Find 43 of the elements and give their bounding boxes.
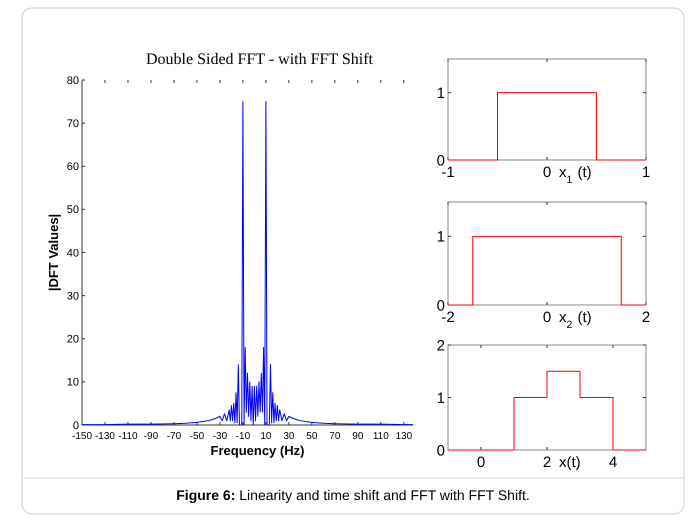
x-tick-label: 130 [395,431,413,442]
y-tick-label: 80 [66,74,79,87]
x-tick-label: 50 [306,431,318,442]
y-tick-label: 70 [66,118,79,130]
y-tick-label: 50 [66,204,79,216]
y-axis-title: |DFT Values| [46,214,61,292]
y-tick-label: 1 [436,390,445,407]
caption: Figure 6: Linearity and time shift and FFT with FFT Shift. [176,487,530,503]
x-tick-label: 4 [608,454,618,471]
x-tick-label: 0 [542,309,552,326]
y-tick-label: 2 [436,337,445,354]
x-tick-label: -110 [118,431,138,442]
y-tick-label: 0 [72,420,79,432]
chart-title: Double Sided FFT - with FFT Shift [146,51,374,68]
x-tick-label: 1 [642,164,650,181]
x-tick-label: -130 [94,431,116,442]
x-tick-label: 90 [352,431,364,442]
x-tick-label: -150 [72,431,92,442]
x-axis-title: Frequency (Hz) [210,443,304,458]
x-tick-label: 110 [372,431,390,442]
x-tick-label: 0 [476,454,486,471]
x-tick-label: 10 [260,431,272,442]
x-axis-title: x$_{2}$(t) [559,309,592,331]
x-tick-label: 2 [642,309,650,326]
x-tick-label: -30 [212,431,228,442]
x-tick-label: -10 [236,431,251,442]
x-axis-title: x(t) [559,454,581,471]
x-tick-label: 30 [283,431,295,442]
y-tick-label: 10 [66,376,79,389]
y-tick-label: 40 [66,247,79,260]
y-tick-label: 0 [436,442,445,460]
y-tick-label: 60 [66,161,79,174]
y-tick-label: 20 [66,334,79,346]
x-tick-label: 70 [329,431,341,442]
y-tick-label: 1 [436,84,445,102]
x-tick-label: 2 [542,454,552,471]
x-tick-label: -70 [166,431,182,442]
y-tick-label: 1 [436,228,445,246]
x-tick-label: -50 [190,431,205,442]
x-axis-title: x$_{1}$(t) [559,164,592,186]
y-tick-label: 30 [66,290,79,302]
x-tick-label: -90 [144,431,159,442]
x-tick-label: 0 [542,164,552,181]
